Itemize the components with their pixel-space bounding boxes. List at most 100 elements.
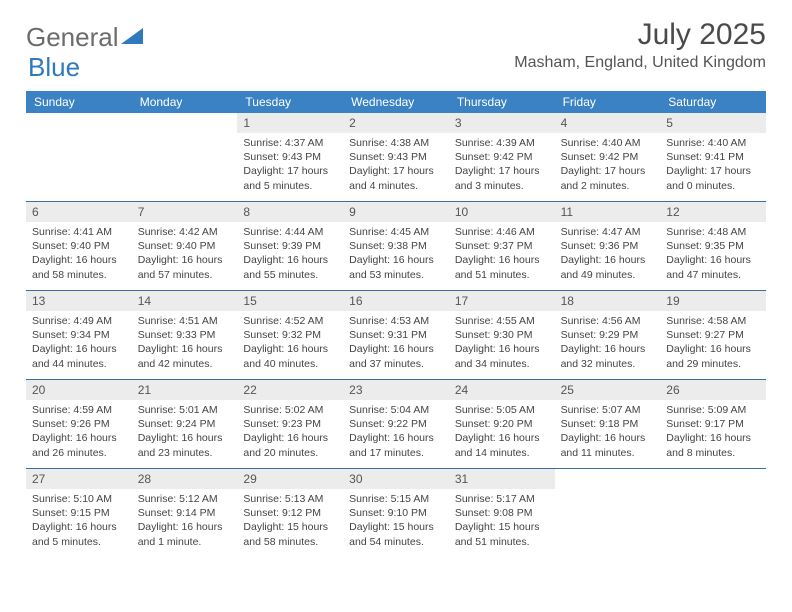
day-data: Sunrise: 4:49 AMSunset: 9:34 PMDaylight:… (26, 311, 132, 377)
week-row: 13Sunrise: 4:49 AMSunset: 9:34 PMDayligh… (26, 291, 766, 380)
day-cell (26, 113, 132, 201)
day-number: 11 (555, 202, 661, 222)
day-number: 6 (26, 202, 132, 222)
day-cell: 12Sunrise: 4:48 AMSunset: 9:35 PMDayligh… (660, 202, 766, 290)
day-data: Sunrise: 4:48 AMSunset: 9:35 PMDaylight:… (660, 222, 766, 288)
day-data: Sunrise: 4:42 AMSunset: 9:40 PMDaylight:… (132, 222, 238, 288)
day-number: 23 (343, 380, 449, 400)
day-cell (132, 113, 238, 201)
month-title: July 2025 (514, 18, 766, 52)
logo-text-general: General (26, 22, 119, 53)
day-cell: 20Sunrise: 4:59 AMSunset: 9:26 PMDayligh… (26, 380, 132, 468)
location: Masham, England, United Kingdom (514, 54, 766, 72)
day-data: Sunrise: 4:51 AMSunset: 9:33 PMDaylight:… (132, 311, 238, 377)
weeks-container: 1Sunrise: 4:37 AMSunset: 9:43 PMDaylight… (26, 113, 766, 557)
day-number: 18 (555, 291, 661, 311)
day-number: 15 (237, 291, 343, 311)
day-cell: 9Sunrise: 4:45 AMSunset: 9:38 PMDaylight… (343, 202, 449, 290)
day-header: Monday (132, 91, 238, 113)
day-number: 25 (555, 380, 661, 400)
day-data: Sunrise: 4:46 AMSunset: 9:37 PMDaylight:… (449, 222, 555, 288)
week-row: 1Sunrise: 4:37 AMSunset: 9:43 PMDaylight… (26, 113, 766, 202)
day-number: 4 (555, 113, 661, 133)
day-data: Sunrise: 5:09 AMSunset: 9:17 PMDaylight:… (660, 400, 766, 466)
day-data: Sunrise: 4:44 AMSunset: 9:39 PMDaylight:… (237, 222, 343, 288)
day-data: Sunrise: 4:47 AMSunset: 9:36 PMDaylight:… (555, 222, 661, 288)
day-number: 16 (343, 291, 449, 311)
title-block: July 2025 Masham, England, United Kingdo… (514, 18, 766, 72)
day-header: Friday (555, 91, 661, 113)
day-data: Sunrise: 4:52 AMSunset: 9:32 PMDaylight:… (237, 311, 343, 377)
day-cell: 5Sunrise: 4:40 AMSunset: 9:41 PMDaylight… (660, 113, 766, 201)
day-number: 29 (237, 469, 343, 489)
day-header: Thursday (449, 91, 555, 113)
day-cell: 21Sunrise: 5:01 AMSunset: 9:24 PMDayligh… (132, 380, 238, 468)
day-cell: 22Sunrise: 5:02 AMSunset: 9:23 PMDayligh… (237, 380, 343, 468)
day-data: Sunrise: 5:13 AMSunset: 9:12 PMDaylight:… (237, 489, 343, 555)
day-number: 31 (449, 469, 555, 489)
day-cell: 13Sunrise: 4:49 AMSunset: 9:34 PMDayligh… (26, 291, 132, 379)
day-data: Sunrise: 5:05 AMSunset: 9:20 PMDaylight:… (449, 400, 555, 466)
day-data: Sunrise: 4:59 AMSunset: 9:26 PMDaylight:… (26, 400, 132, 466)
week-row: 27Sunrise: 5:10 AMSunset: 9:15 PMDayligh… (26, 469, 766, 557)
day-header: Wednesday (343, 91, 449, 113)
day-cell: 8Sunrise: 4:44 AMSunset: 9:39 PMDaylight… (237, 202, 343, 290)
day-data: Sunrise: 4:55 AMSunset: 9:30 PMDaylight:… (449, 311, 555, 377)
day-number: 20 (26, 380, 132, 400)
day-cell: 2Sunrise: 4:38 AMSunset: 9:43 PMDaylight… (343, 113, 449, 201)
logo: General (26, 18, 145, 53)
day-data: Sunrise: 4:45 AMSunset: 9:38 PMDaylight:… (343, 222, 449, 288)
week-row: 6Sunrise: 4:41 AMSunset: 9:40 PMDaylight… (26, 202, 766, 291)
day-data: Sunrise: 5:15 AMSunset: 9:10 PMDaylight:… (343, 489, 449, 555)
day-cell: 17Sunrise: 4:55 AMSunset: 9:30 PMDayligh… (449, 291, 555, 379)
day-header: Saturday (660, 91, 766, 113)
day-data: Sunrise: 4:40 AMSunset: 9:42 PMDaylight:… (555, 133, 661, 199)
day-cell: 28Sunrise: 5:12 AMSunset: 9:14 PMDayligh… (132, 469, 238, 557)
day-cell: 3Sunrise: 4:39 AMSunset: 9:42 PMDaylight… (449, 113, 555, 201)
day-number: 13 (26, 291, 132, 311)
day-number: 14 (132, 291, 238, 311)
day-number: 1 (237, 113, 343, 133)
day-data: Sunrise: 5:07 AMSunset: 9:18 PMDaylight:… (555, 400, 661, 466)
day-cell: 1Sunrise: 4:37 AMSunset: 9:43 PMDaylight… (237, 113, 343, 201)
day-cell: 24Sunrise: 5:05 AMSunset: 9:20 PMDayligh… (449, 380, 555, 468)
day-number: 26 (660, 380, 766, 400)
day-header: Tuesday (237, 91, 343, 113)
day-number: 7 (132, 202, 238, 222)
day-data: Sunrise: 4:58 AMSunset: 9:27 PMDaylight:… (660, 311, 766, 377)
day-number: 21 (132, 380, 238, 400)
day-number: 24 (449, 380, 555, 400)
day-cell: 7Sunrise: 4:42 AMSunset: 9:40 PMDaylight… (132, 202, 238, 290)
day-data: Sunrise: 5:10 AMSunset: 9:15 PMDaylight:… (26, 489, 132, 555)
day-data: Sunrise: 4:40 AMSunset: 9:41 PMDaylight:… (660, 133, 766, 199)
calendar: SundayMondayTuesdayWednesdayThursdayFrid… (26, 91, 766, 557)
day-data: Sunrise: 4:39 AMSunset: 9:42 PMDaylight:… (449, 133, 555, 199)
day-data: Sunrise: 4:37 AMSunset: 9:43 PMDaylight:… (237, 133, 343, 199)
day-number: 28 (132, 469, 238, 489)
day-data: Sunrise: 5:04 AMSunset: 9:22 PMDaylight:… (343, 400, 449, 466)
day-data: Sunrise: 4:41 AMSunset: 9:40 PMDaylight:… (26, 222, 132, 288)
logo-triangle-icon (121, 22, 143, 53)
day-cell: 14Sunrise: 4:51 AMSunset: 9:33 PMDayligh… (132, 291, 238, 379)
day-number: 2 (343, 113, 449, 133)
day-headers-row: SundayMondayTuesdayWednesdayThursdayFrid… (26, 91, 766, 113)
day-number: 5 (660, 113, 766, 133)
day-number: 3 (449, 113, 555, 133)
day-header: Sunday (26, 91, 132, 113)
day-cell: 10Sunrise: 4:46 AMSunset: 9:37 PMDayligh… (449, 202, 555, 290)
day-data: Sunrise: 4:38 AMSunset: 9:43 PMDaylight:… (343, 133, 449, 199)
day-data: Sunrise: 4:56 AMSunset: 9:29 PMDaylight:… (555, 311, 661, 377)
day-cell: 29Sunrise: 5:13 AMSunset: 9:12 PMDayligh… (237, 469, 343, 557)
day-data: Sunrise: 5:12 AMSunset: 9:14 PMDaylight:… (132, 489, 238, 555)
day-cell: 23Sunrise: 5:04 AMSunset: 9:22 PMDayligh… (343, 380, 449, 468)
day-number: 22 (237, 380, 343, 400)
day-data: Sunrise: 5:01 AMSunset: 9:24 PMDaylight:… (132, 400, 238, 466)
day-cell: 6Sunrise: 4:41 AMSunset: 9:40 PMDaylight… (26, 202, 132, 290)
day-data: Sunrise: 5:02 AMSunset: 9:23 PMDaylight:… (237, 400, 343, 466)
day-cell: 25Sunrise: 5:07 AMSunset: 9:18 PMDayligh… (555, 380, 661, 468)
day-number: 17 (449, 291, 555, 311)
day-cell: 30Sunrise: 5:15 AMSunset: 9:10 PMDayligh… (343, 469, 449, 557)
day-number: 30 (343, 469, 449, 489)
day-cell: 26Sunrise: 5:09 AMSunset: 9:17 PMDayligh… (660, 380, 766, 468)
day-number: 27 (26, 469, 132, 489)
